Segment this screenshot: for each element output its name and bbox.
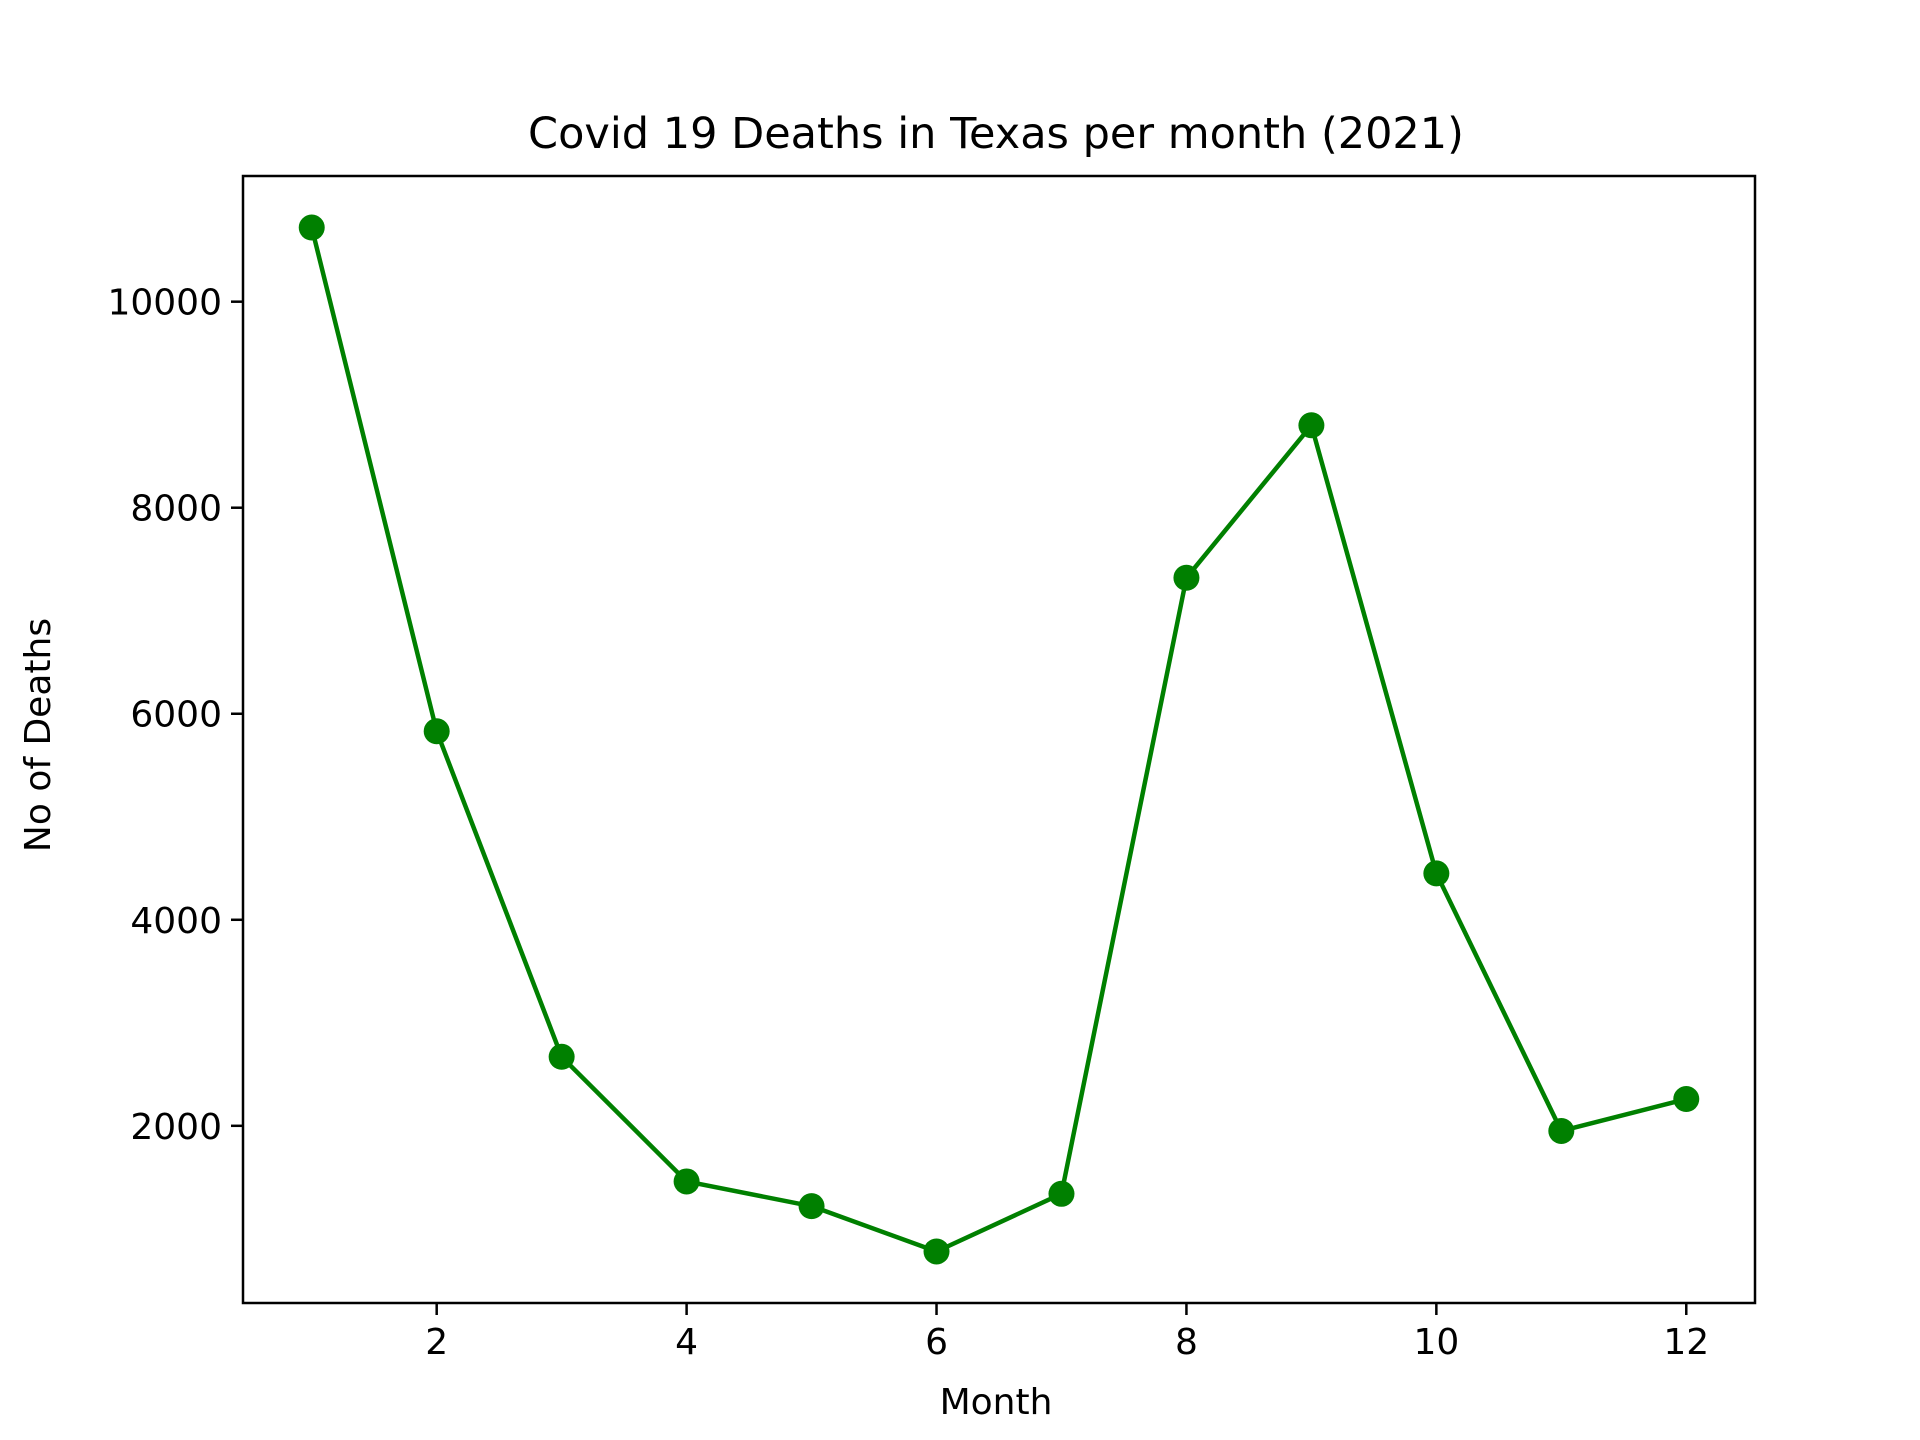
data-point [1673,1086,1700,1113]
data-point [1423,860,1450,887]
x-tick-label: 12 [1663,1322,1709,1363]
data-point [798,1193,825,1220]
x-tick-label: 2 [425,1322,448,1363]
chart-title: Covid 19 Deaths in Texas per month (2021… [528,109,1464,159]
data-point [1298,412,1325,439]
data-point [423,718,450,745]
x-tick-label: 4 [675,1322,698,1363]
data-point [548,1043,575,1070]
data-point [1548,1117,1575,1144]
x-tick-label: 6 [925,1322,948,1363]
x-tick-label: 8 [1175,1322,1198,1363]
plot-frame [241,174,1757,1305]
data-point [1173,564,1200,591]
y-tick-label: 6000 [130,695,222,736]
data-point [1048,1180,1075,1207]
y-tick-label: 10000 [107,283,222,324]
data-point [298,214,325,241]
plot-area: 2 4 6 8 10 12 2000 4000 6000 8000 10000 [107,174,1757,1363]
x-tick-label: 10 [1413,1322,1459,1363]
y-axis-label: No of Deaths [18,618,59,852]
x-axis-label: Month [940,1382,1053,1423]
data-point [673,1168,700,1195]
series-line [309,226,1687,1254]
data-point [923,1238,950,1265]
y-tick-label: 4000 [130,901,222,942]
y-tick-label: 2000 [130,1107,222,1148]
y-tick-label: 8000 [130,489,222,530]
